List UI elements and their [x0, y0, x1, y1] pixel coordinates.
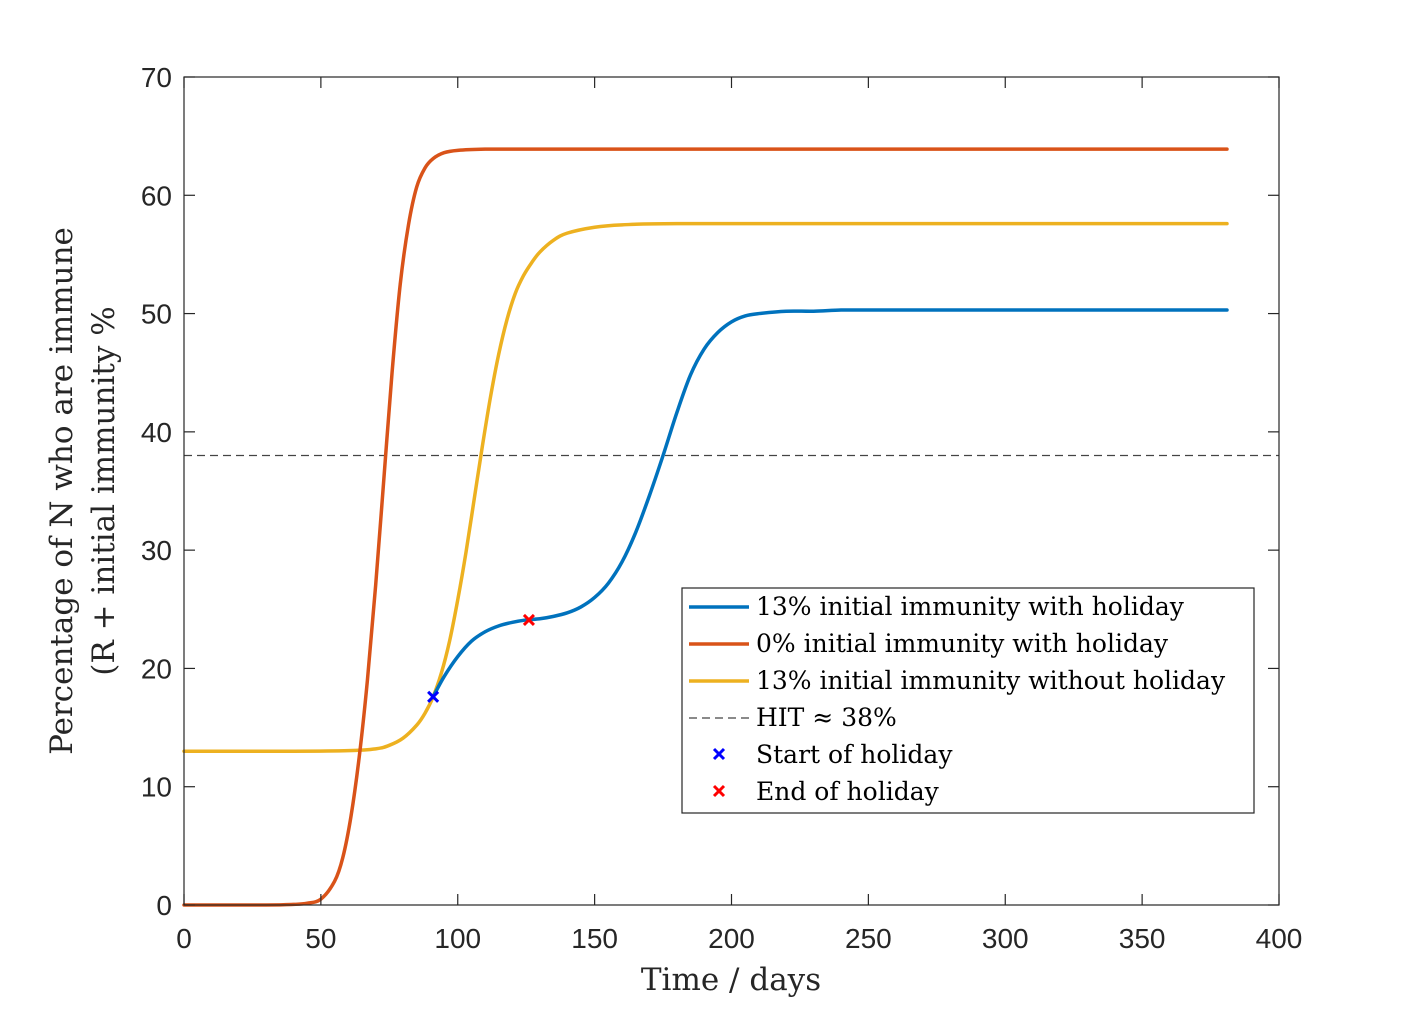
- y-axis-label-line1: Percentage of N who are immune: [44, 227, 80, 755]
- marker-layer: [427, 613, 535, 703]
- y-tick-label: 30: [141, 535, 172, 566]
- x-tick-label: 100: [434, 923, 481, 954]
- series-line-2: [182, 147, 1229, 907]
- end-holiday-marker: [522, 613, 535, 626]
- legend-entry-start: Start of holiday: [756, 740, 953, 769]
- series-line-1: [431, 308, 1229, 699]
- series-layer: [182, 147, 1229, 907]
- x-tick-label: 150: [571, 923, 618, 954]
- x-tick-label: 200: [708, 923, 755, 954]
- series-line-3: [182, 221, 1229, 754]
- start-holiday-marker: [427, 690, 440, 703]
- y-tick-label: 50: [141, 299, 172, 330]
- legend-entry-hit: HIT ≈ 38%: [756, 703, 897, 732]
- y-axis-label-line2: (R + initial immunity %: [86, 306, 122, 675]
- legend-box: [681, 587, 1255, 814]
- x-tick-label: 400: [1256, 923, 1303, 954]
- x-tick-label: 50: [305, 923, 336, 954]
- y-tick-label: 10: [141, 772, 172, 803]
- tick-layer: 0 50 100 150 200 250 300 350 400 0 10 20 30 40 50 60 70: [141, 62, 1303, 954]
- y-tick-label: 70: [141, 62, 172, 93]
- legend-swatch-start-marker: [712, 747, 726, 761]
- y-tick-label: 20: [141, 653, 172, 684]
- x-axis-label: Time / days: [641, 962, 821, 998]
- x-tick-label: 0: [176, 923, 192, 954]
- legend: 13% initial immunity with holiday 0% ini…: [681, 587, 1255, 814]
- y-tick-label: 0: [156, 890, 172, 921]
- legend-entry-series-1: 13% initial immunity with holiday: [756, 592, 1185, 621]
- legend-swatch-end-marker: [712, 784, 726, 798]
- x-tick-label: 250: [845, 923, 892, 954]
- legend-entry-series-2: 0% initial immunity with holiday: [756, 629, 1169, 658]
- legend-entry-series-3: 13% initial immunity without holiday: [756, 666, 1226, 695]
- x-tick-label: 350: [1119, 923, 1166, 954]
- legend-entry-end: End of holiday: [756, 777, 940, 806]
- y-tick-label: 60: [141, 180, 172, 211]
- x-tick-label: 300: [982, 923, 1029, 954]
- y-tick-label: 40: [141, 417, 172, 448]
